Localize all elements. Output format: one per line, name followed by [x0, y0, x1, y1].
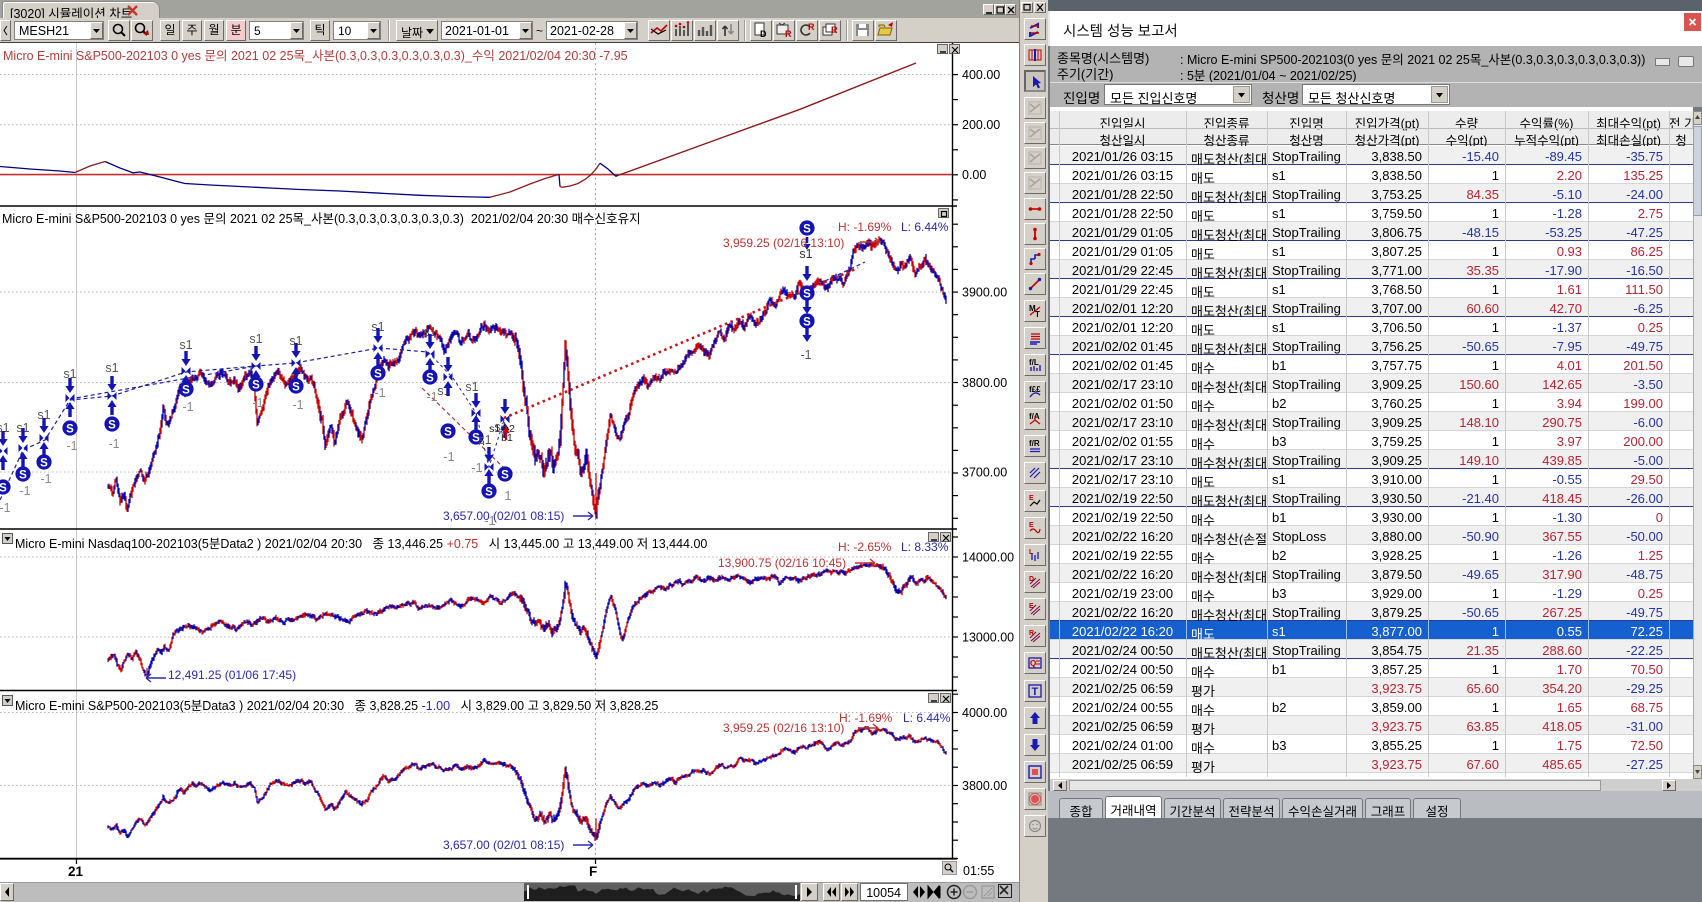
svg-text:R: R	[785, 29, 792, 39]
svg-text:-1: -1	[19, 484, 30, 498]
svg-text:-1: -1	[0, 501, 11, 515]
svg-text:L: L	[1029, 549, 1034, 556]
svg-text:s1: s1	[105, 361, 118, 375]
svg-text:s1: s1	[63, 367, 76, 381]
svg-text:S: S	[0, 483, 7, 495]
svg-text:-1: -1	[426, 390, 437, 404]
svg-text:E: E	[1029, 603, 1034, 610]
svg-text:S: S	[374, 369, 382, 381]
svg-text:S: S	[485, 487, 493, 499]
svg-text:s1: s1	[423, 325, 436, 339]
svg-text:S: S	[292, 382, 300, 394]
svg-text:Q: Q	[1030, 659, 1036, 668]
svg-text:s1: s1	[0, 421, 10, 435]
svg-text:400.00: 400.00	[962, 68, 1000, 82]
svg-text:S: S	[252, 380, 260, 392]
svg-text:S: S	[426, 373, 434, 385]
svg-text:3700.00: 3700.00	[962, 466, 1007, 480]
svg-text:s1: s1	[289, 334, 302, 348]
svg-text:f/R: f/R	[1029, 439, 1040, 448]
svg-text:E: E	[1029, 495, 1034, 502]
svg-text:D: D	[760, 29, 767, 39]
svg-text:-1: -1	[108, 437, 119, 451]
svg-text:-1: -1	[40, 472, 51, 486]
svg-text:S: S	[501, 470, 509, 482]
svg-text:200.00: 200.00	[962, 118, 1000, 132]
svg-text:s1: s1	[371, 320, 384, 334]
svg-text:-1: -1	[252, 396, 263, 410]
svg-text:T: T	[1032, 686, 1039, 698]
svg-text:-1: -1	[66, 439, 77, 453]
svg-text:S: S	[444, 427, 452, 439]
svg-text:3800.00: 3800.00	[962, 779, 1007, 793]
svg-text:1: 1	[504, 488, 511, 503]
svg-text:f££: f££	[1029, 385, 1041, 394]
svg-text:-1: -1	[443, 449, 455, 464]
svg-text:-1: -1	[471, 460, 483, 475]
svg-text:3900.00: 3900.00	[962, 286, 1007, 300]
svg-text:R: R	[808, 22, 815, 32]
svg-text:14000.00: 14000.00	[962, 551, 1014, 565]
svg-text:R: R	[1029, 630, 1034, 637]
svg-text:s1: s1	[249, 332, 262, 346]
svg-text:s1: s1	[478, 433, 491, 447]
svg-text:s1: s1	[37, 408, 50, 422]
svg-text:S: S	[182, 385, 190, 397]
svg-text:s1: s1	[179, 338, 192, 352]
svg-text:13000.00: 13000.00	[962, 631, 1014, 645]
svg-text:S: S	[40, 458, 48, 470]
svg-text:T: T	[1035, 310, 1040, 319]
svg-text:S: S	[803, 289, 811, 301]
svg-text:S: S	[66, 424, 74, 436]
svg-text:s1: s1	[799, 247, 812, 261]
svg-text:S: S	[19, 470, 27, 482]
svg-text:f/L: f/L	[1029, 358, 1039, 367]
svg-text:E: E	[1029, 522, 1034, 529]
svg-text:0.00: 0.00	[962, 168, 986, 182]
svg-text:-1: -1	[374, 386, 385, 400]
svg-text:-1: -1	[292, 398, 303, 412]
svg-text:s1: s1	[465, 380, 478, 394]
svg-text:S: S	[803, 224, 811, 236]
svg-text:-1: -1	[182, 400, 193, 414]
svg-text:S: S	[108, 420, 116, 432]
svg-text:R: R	[831, 25, 838, 35]
svg-text:-1: -1	[484, 513, 496, 528]
svg-text:D: D	[1029, 576, 1034, 583]
svg-text:3800.00: 3800.00	[962, 376, 1007, 390]
svg-text:4000.00: 4000.00	[962, 706, 1007, 720]
svg-text:S: S	[472, 433, 480, 445]
svg-text:M: M	[1029, 304, 1036, 313]
svg-text:S: S	[803, 317, 811, 329]
svg-text:-1: -1	[800, 348, 811, 362]
